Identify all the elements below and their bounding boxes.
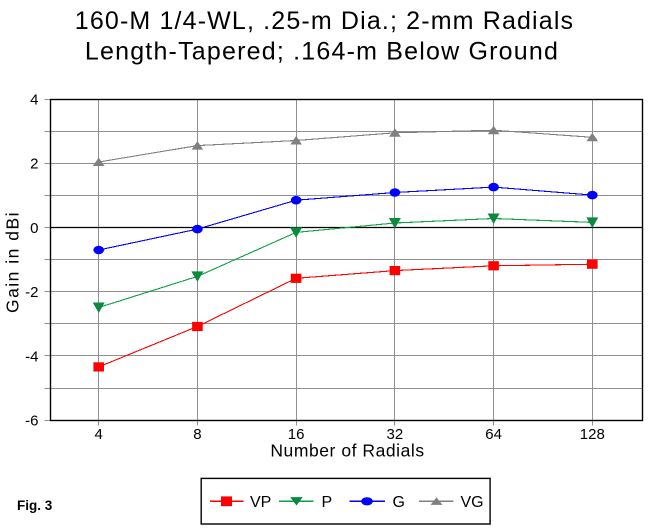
svg-text:-6: -6 — [25, 413, 38, 430]
svg-text:128: 128 — [580, 426, 605, 443]
svg-text:0: 0 — [30, 220, 38, 237]
svg-text:VG: VG — [461, 494, 484, 511]
svg-text:32: 32 — [387, 426, 404, 443]
svg-text:-4: -4 — [25, 349, 38, 366]
svg-text:-2: -2 — [25, 284, 38, 301]
svg-text:4: 4 — [95, 426, 103, 443]
svg-text:160-M 1/4-WL, .25-m Dia.; 2-mm: 160-M 1/4-WL, .25-m Dia.; 2-mm Radials — [75, 7, 574, 35]
svg-text:8: 8 — [193, 426, 201, 443]
svg-text:Number of Radials: Number of Radials — [270, 441, 424, 461]
svg-text:Length-Tapered; .164-m Below G: Length-Tapered; .164-m Below Ground — [85, 38, 559, 66]
svg-text:Gain in dBi: Gain in dBi — [3, 211, 23, 313]
svg-text:VP: VP — [250, 494, 271, 511]
svg-text:2: 2 — [30, 156, 38, 173]
svg-text:4: 4 — [30, 92, 38, 109]
svg-text:P: P — [322, 494, 333, 511]
svg-text:G: G — [393, 494, 405, 511]
svg-text:16: 16 — [288, 426, 305, 443]
svg-text:Fig. 3: Fig. 3 — [17, 498, 53, 513]
svg-text:64: 64 — [485, 426, 502, 443]
